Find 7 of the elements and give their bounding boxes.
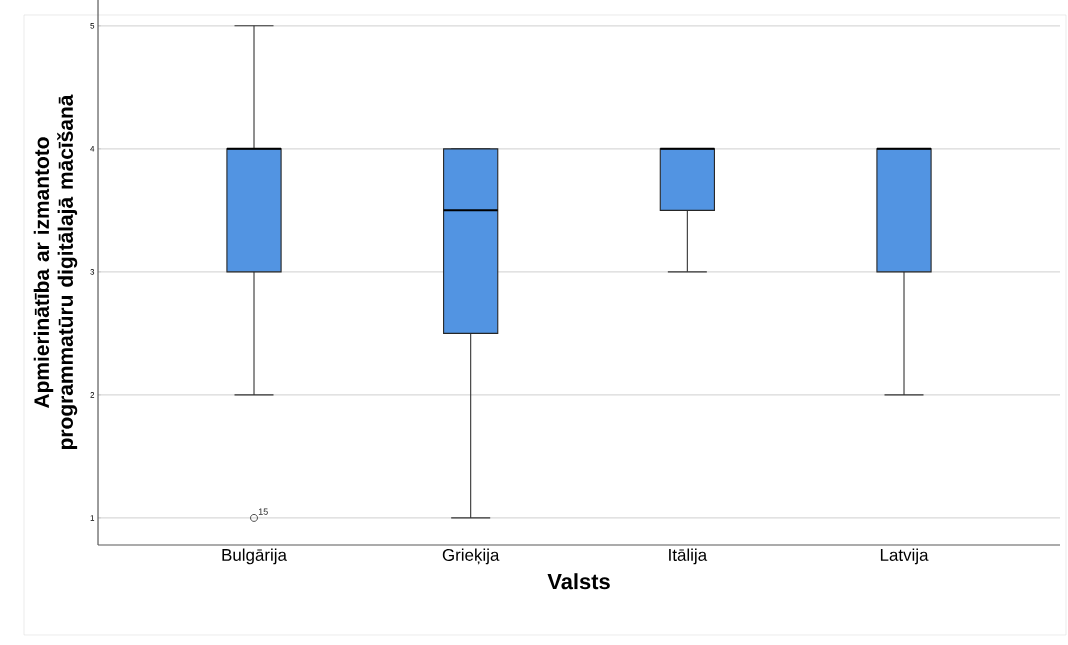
annotation: 15 [258,508,268,515]
y-axis-title: Apmierinātība ar izmantoto programmatūru digitālajā mācīšanā [33,94,78,449]
x-tick-label: Grieķija [442,548,500,565]
x-tick-label: Latvija [880,548,929,565]
x-tick-label: Itālija [669,548,708,565]
x-tick-label: Bulgārija [222,548,287,565]
x-axis-title: Valsts [547,573,610,590]
